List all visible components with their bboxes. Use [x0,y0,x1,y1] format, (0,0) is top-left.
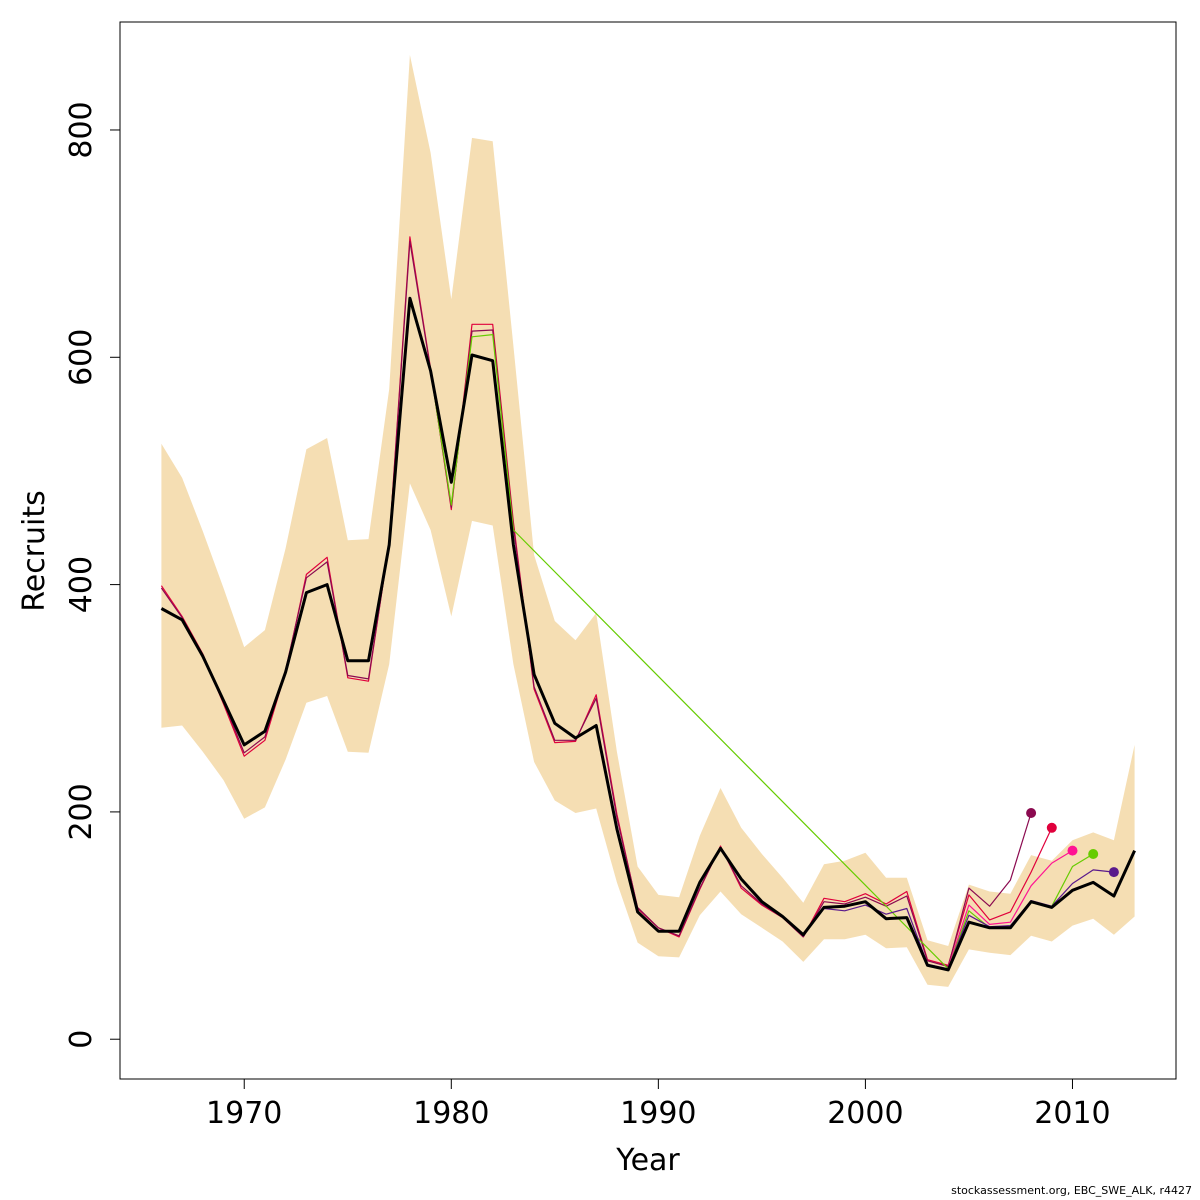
y-tick-label: 800 [64,101,99,158]
x-tick-label: 1970 [206,1096,282,1131]
x-tick-label: 1980 [413,1096,489,1131]
series-endpoint-3 [1067,845,1078,856]
x-axis: 1970 1980 1990 2000 2010 [206,1078,1111,1131]
endpoint-layer [1026,808,1119,878]
y-tick-label: 600 [64,329,99,386]
series-endpoint-1 [1046,822,1057,833]
y-tick-label: 0 [64,1030,99,1049]
footer-credit: stockassessment.org, EBC_SWE_ALK, r4427 [951,1184,1192,1197]
series-line-3 [947,850,1073,968]
series-endpoint-5 [1108,867,1119,878]
y-axis-title: Recruits [17,490,52,612]
confidence-band [161,55,1135,987]
y-tick-label: 200 [64,783,99,840]
confidence-band-layer [161,55,1135,987]
x-tick-label: 1990 [620,1096,696,1131]
x-tick-label: 2010 [1034,1096,1110,1131]
x-axis-title: Year [615,1143,680,1178]
series-endpoint-2 [1026,808,1037,818]
y-tick-label: 400 [64,556,99,613]
x-tick-label: 2000 [827,1096,903,1131]
y-axis: 0 200 400 600 800 [64,101,121,1049]
series-layer [160,236,1136,972]
series-endpoint-4 [1088,849,1099,859]
series-line-0 [160,296,1136,972]
